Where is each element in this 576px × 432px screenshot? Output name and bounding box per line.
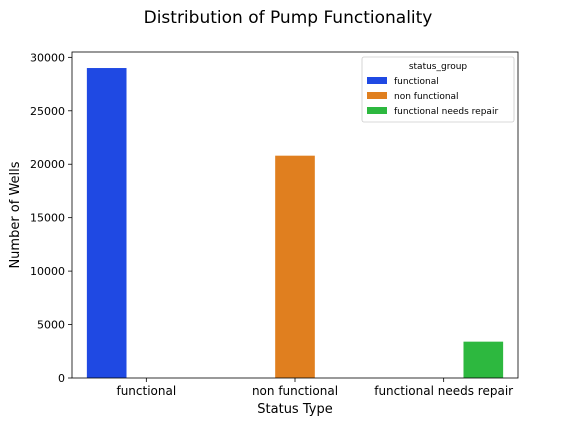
y-tick-label: 15000 <box>30 212 65 225</box>
chart-title: Distribution of Pump Functionality <box>144 8 433 28</box>
legend-label: functional needs repair <box>394 107 498 117</box>
y-axis: 0 5000 10000 15000 20000 25000 30000 <box>30 51 72 385</box>
y-tick-label: 0 <box>58 372 65 385</box>
y-tick-label: 20000 <box>30 158 65 171</box>
legend-swatch <box>367 77 387 84</box>
bar-functional <box>86 68 127 379</box>
bars-layer <box>86 68 504 379</box>
y-tick-label: 5000 <box>37 319 65 332</box>
legend-box <box>361 56 515 123</box>
legend-title: status_group <box>409 62 468 72</box>
x-tick-label: non functional <box>252 384 338 398</box>
x-tick-label: functional needs repair <box>374 384 513 398</box>
y-axis-label: Number of Wells <box>8 161 23 268</box>
x-tick-label: functional <box>116 384 176 398</box>
bar-non-functional <box>275 155 315 378</box>
legend-label: functional <box>394 77 439 87</box>
legend: status_group functional non functional func… <box>361 56 515 123</box>
bar-functional-needs-repair <box>463 341 504 378</box>
legend-label: non functional <box>394 92 459 102</box>
legend-swatch <box>367 92 387 99</box>
x-axis: functional non functional functional needs… <box>116 378 513 398</box>
x-axis-label: Status Type <box>257 402 332 417</box>
y-tick-label: 30000 <box>30 51 65 64</box>
legend-swatch <box>367 107 387 114</box>
y-tick-label: 10000 <box>30 265 65 278</box>
y-tick-label: 25000 <box>30 105 65 118</box>
